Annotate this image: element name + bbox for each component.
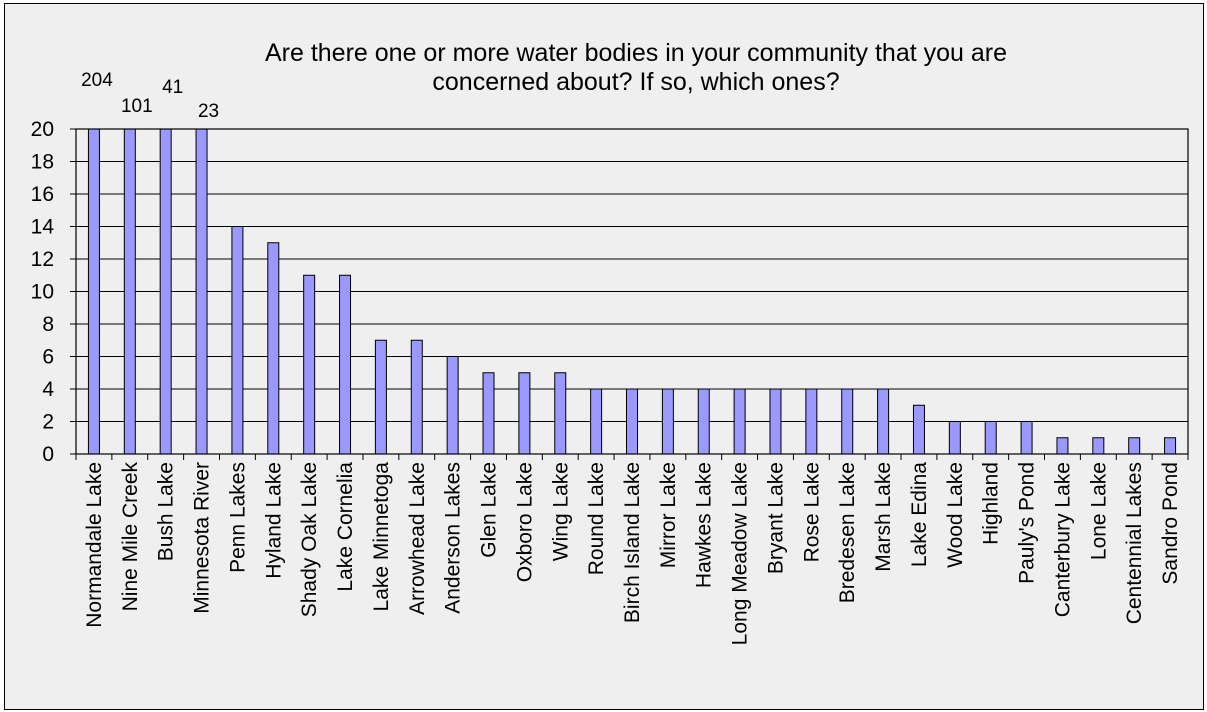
bar [1164, 437, 1177, 455]
bar [410, 339, 423, 455]
category-label: Lake Cornelia [334, 462, 357, 592]
category-label: Lake Edina [908, 462, 931, 567]
chart-title-line-1: Are there one or more water bodies in yo… [265, 39, 1007, 67]
category-label: Lake Minnetoga [370, 462, 393, 612]
category-label: Normandale Lake [83, 462, 106, 628]
y-tick-label: 12 [31, 248, 54, 271]
bar [661, 388, 674, 455]
bar [303, 274, 316, 455]
category-label: Nine Mile Creek [119, 462, 142, 612]
category-label: Round Lake [585, 462, 608, 575]
bar [195, 128, 208, 455]
y-tick-label: 8 [42, 313, 54, 336]
category-label: Birch Island Lake [621, 462, 644, 623]
bar [626, 388, 638, 455]
category-label: Marsh Lake [872, 462, 895, 572]
category-label: Centennial Lakes [1123, 462, 1146, 624]
category-label: Penn Lakes [226, 462, 249, 573]
chart-title-line-2: concerned about? If so, which ones? [432, 68, 839, 96]
category-label: Wood Lake [944, 462, 967, 568]
bar [87, 128, 100, 455]
category-label: Sandro Pond [1159, 462, 1182, 585]
bar [841, 388, 854, 455]
y-tick-label: 2 [42, 411, 54, 434]
category-label: Bredesen Lake [836, 462, 859, 603]
category-label: Bryant Lake [764, 462, 787, 574]
category-label: Highland [980, 462, 1003, 545]
category-label: Glen Lake [478, 462, 501, 558]
data-label: 101 [121, 96, 153, 117]
category-label: Oxboro Lake [513, 462, 536, 582]
bar [733, 388, 746, 455]
bar [948, 421, 961, 455]
y-tick-label: 20 [31, 118, 54, 141]
bar [1056, 437, 1069, 455]
bar [877, 388, 890, 455]
category-label: Lone Lake [1087, 462, 1110, 560]
data-label: 23 [198, 101, 219, 122]
bar [374, 339, 387, 455]
bar [912, 404, 925, 455]
category-label: Anderson Lakes [442, 462, 465, 614]
bar [769, 388, 782, 455]
bar [1092, 437, 1105, 455]
category-label: Canterbury Lake [1051, 462, 1074, 617]
y-tick-label: 14 [31, 216, 55, 239]
bar [984, 421, 997, 455]
bar [159, 128, 172, 455]
category-label: Hawkes Lake [693, 462, 716, 588]
category-label: Bush Lake [155, 462, 178, 561]
chart-frame: Are there one or more water bodies in yo… [4, 3, 1204, 710]
bar [231, 226, 244, 455]
bar [1020, 421, 1033, 455]
category-label: Mirror Lake [657, 462, 680, 568]
y-tick-label: 4 [42, 378, 54, 401]
category-label: Rose Lake [800, 462, 823, 562]
bar [1128, 437, 1141, 455]
category-label: Wing Lake [549, 462, 572, 561]
bar [554, 372, 567, 455]
data-label: 41 [162, 77, 183, 98]
plot-frame [75, 128, 1189, 455]
labels: 0 2 4 6 8 10 12 14 16 18 20 Normandale Lake Nine Mil… [31, 70, 1182, 645]
bar [805, 388, 818, 455]
category-label: Arrowhead Lake [406, 462, 429, 615]
bar [518, 372, 531, 455]
category-label: Pauly's Pond [1016, 462, 1039, 584]
bar [482, 372, 495, 455]
y-tick-label: 10 [31, 281, 54, 304]
bar [590, 388, 603, 455]
bar [267, 242, 280, 455]
bar [446, 356, 459, 455]
bar [697, 388, 710, 455]
bar [339, 274, 352, 455]
category-label: Minnesota River [191, 462, 214, 614]
data-label: 204 [81, 70, 113, 91]
axes [70, 128, 1189, 460]
category-label: Long Meadow Lake [729, 462, 752, 645]
category-label: Shady Oak Lake [298, 462, 321, 617]
y-tick-label: 0 [42, 443, 54, 466]
y-tick-label: 16 [31, 183, 54, 206]
bar-chart: Are there one or more water bodies in yo… [31, 39, 1189, 645]
y-tick-label: 6 [42, 346, 54, 369]
bar [123, 128, 136, 455]
category-label: Hyland Lake [262, 462, 285, 579]
y-tick-label: 18 [31, 151, 54, 174]
